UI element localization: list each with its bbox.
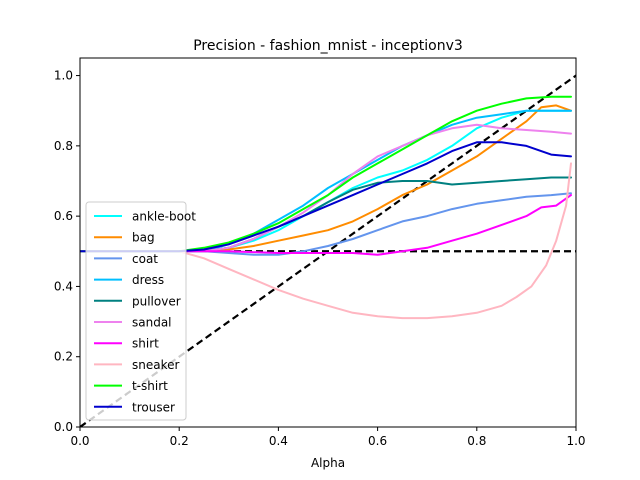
y-tick-label: 0.2 [54, 350, 73, 364]
series-line-shirt [80, 194, 572, 256]
x-tick-label: 0.0 [70, 434, 89, 448]
series-line-sneaker [80, 162, 572, 320]
y-tick-label: 0.6 [54, 209, 73, 223]
legend-box [85, 201, 187, 421]
legend-label-trouser: trouser [132, 400, 175, 414]
series-line-bag [80, 104, 572, 253]
y-axis-ticks: 0.0 0.2 0.4 0.6 0.8 1.0 [54, 69, 80, 434]
chart-title: Precision - fashion_mnist - inceptionv3 [193, 38, 463, 54]
series-line-t-shirt [80, 95, 572, 253]
series-lines [80, 95, 572, 320]
legend-label-ankle-boot: ankle-boot [132, 210, 196, 224]
legend-label-dress: dress [132, 273, 164, 287]
plot-frame [79, 57, 577, 428]
series-line-sandal [80, 123, 572, 253]
x-axis-label: Alpha [311, 456, 345, 470]
legend-label-coat: coat [132, 252, 158, 266]
x-axis-ticks: 0.0 0.2 0.4 0.6 0.8 1.0 [70, 427, 586, 448]
x-tick-label: 0.2 [170, 434, 189, 448]
legend-label-sneaker: sneaker [132, 358, 179, 372]
series-line-coat [80, 192, 572, 256]
series-line-trouser [80, 141, 572, 253]
legend-label-t-shirt: t-shirt [132, 379, 168, 393]
y-tick-label: 1.0 [54, 69, 73, 83]
y-tick-label: 0.8 [54, 139, 73, 153]
legend: ankle-boot bag coat dress pullover sandal shir… [85, 201, 196, 421]
x-tick-label: 0.6 [368, 434, 387, 448]
x-tick-label: 0.4 [269, 434, 288, 448]
legend-label-shirt: shirt [132, 337, 159, 351]
y-tick-label: 0.0 [54, 420, 73, 434]
y-tick-label: 0.4 [54, 279, 73, 293]
legend-label-bag: bag [132, 231, 155, 245]
x-tick-label: 0.8 [467, 434, 486, 448]
x-tick-label: 1.0 [566, 434, 585, 448]
legend-label-pullover: pullover [132, 294, 181, 308]
legend-label-sandal: sandal [132, 316, 172, 330]
